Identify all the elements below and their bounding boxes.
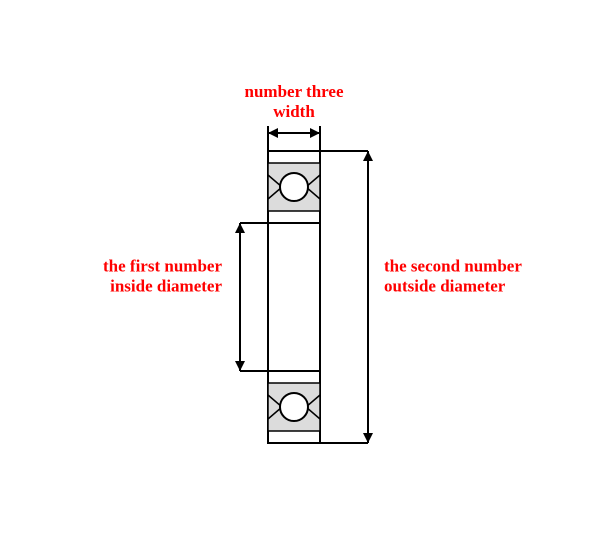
width-label-line1: number three — [244, 82, 343, 101]
width-arrow-right — [310, 128, 320, 138]
inner-label-line2: inside diameter — [110, 277, 222, 296]
inner-label: the first number inside diameter — [103, 257, 222, 298]
outer-label: the second number outside diameter — [384, 257, 522, 298]
outer-label-line1: the second number — [384, 257, 522, 276]
upper-ball — [280, 173, 308, 201]
inner-arrow-top — [235, 223, 245, 233]
outer-label-line2: outside diameter — [384, 277, 505, 296]
inner-arrow-bottom — [235, 361, 245, 371]
width-label: number three width — [244, 82, 343, 123]
width-label-line2: width — [273, 102, 315, 121]
outer-arrow-bottom — [363, 433, 373, 443]
inner-label-line1: the first number — [103, 257, 222, 276]
width-arrow-left — [268, 128, 278, 138]
lower-ball — [280, 393, 308, 421]
outer-arrow-top — [363, 151, 373, 161]
